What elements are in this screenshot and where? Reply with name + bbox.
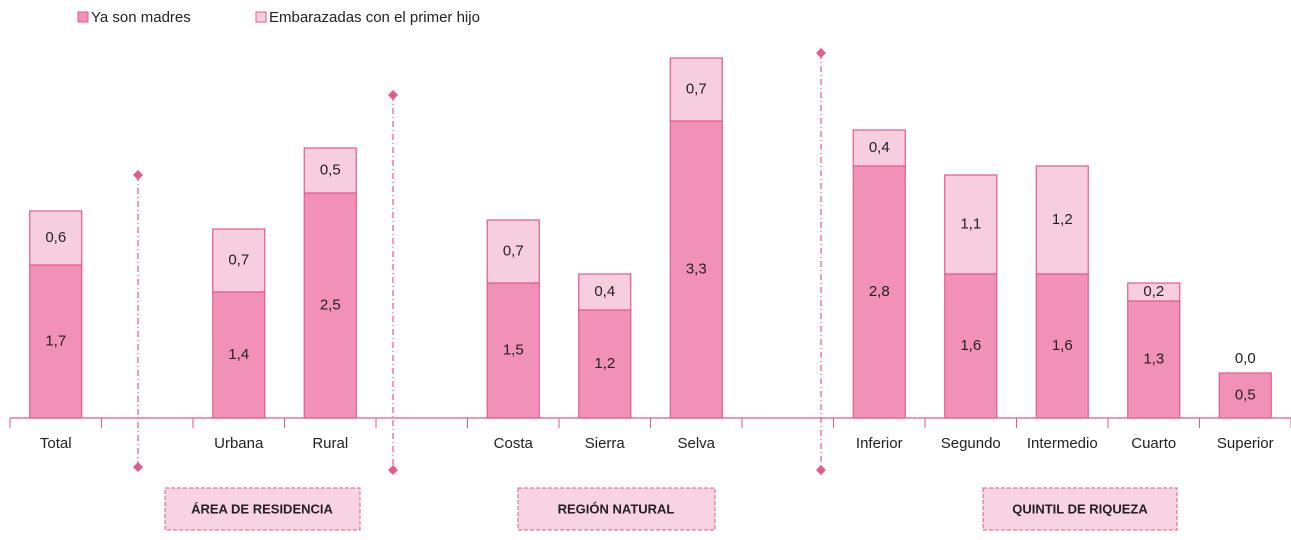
- x-tick-label: Inferior: [856, 435, 903, 452]
- bar-segment: [944, 273, 998, 419]
- bar-segment: [578, 273, 632, 311]
- bar-segment: [578, 309, 632, 419]
- bar-segment: [486, 282, 540, 419]
- value-label: 1,1: [960, 215, 981, 232]
- value-label: 1,5: [503, 341, 524, 358]
- group-box: [982, 487, 1178, 531]
- x-tick-label: Rural: [312, 435, 348, 452]
- x-tick-label: Urbana: [214, 435, 264, 452]
- value-label: 0,6: [45, 229, 66, 246]
- value-label: 0,5: [320, 161, 341, 178]
- group-box: [164, 487, 361, 531]
- x-tick-label: Costa: [494, 435, 534, 452]
- value-label: 2,8: [869, 283, 890, 300]
- value-label: 0,7: [503, 242, 524, 259]
- bar-segment: [1127, 282, 1181, 302]
- bar-segment: [1035, 165, 1089, 275]
- x-tick-label: Segundo: [941, 435, 1001, 452]
- bar-segment: [669, 120, 723, 419]
- bar-segment: [852, 165, 906, 419]
- bar-segment: [1218, 372, 1272, 419]
- value-label: 1,2: [594, 355, 615, 372]
- bar-segment: [852, 129, 906, 167]
- bar-segment: [212, 228, 266, 293]
- x-tick-label: Sierra: [585, 435, 626, 452]
- legend-label: Embarazadas con el primer hijo: [269, 9, 480, 26]
- group-box: [517, 487, 716, 531]
- group-label: QUINTIL DE RIQUEZA: [1012, 501, 1148, 516]
- bar-segment: [29, 264, 83, 419]
- bar-segment: [486, 219, 540, 284]
- value-label: 0,0: [1235, 350, 1256, 367]
- legend-swatch: [77, 11, 89, 23]
- x-tick-label: Total: [40, 435, 72, 452]
- bar-segment: [944, 174, 998, 275]
- x-tick-label: Intermedio: [1027, 435, 1098, 452]
- value-label: 1,4: [228, 346, 249, 363]
- bar-segment: [29, 210, 83, 266]
- value-label: 1,3: [1143, 350, 1164, 367]
- legend-label: Ya son madres: [91, 9, 191, 26]
- value-label: 0,7: [686, 80, 707, 97]
- value-label: 1,2: [1052, 211, 1073, 228]
- value-label: 3,3: [686, 260, 707, 277]
- group-label: ÁREA DE RESIDENCIA: [191, 501, 333, 516]
- x-tick-label: Cuarto: [1131, 435, 1176, 452]
- value-label: 2,5: [320, 296, 341, 313]
- legend-swatch: [255, 11, 267, 23]
- value-label: 1,6: [960, 337, 981, 354]
- bar-segment: [303, 147, 357, 194]
- value-label: 0,2: [1143, 283, 1164, 300]
- value-label: 0,4: [594, 283, 615, 300]
- group-boxes: [164, 487, 1178, 531]
- value-label: 0,4: [869, 139, 890, 156]
- bar-segment: [303, 192, 357, 419]
- bar-segment: [212, 291, 266, 419]
- value-label: 1,7: [45, 332, 66, 349]
- bar-segment: [1127, 300, 1181, 419]
- x-tick-label: Selva: [677, 435, 715, 452]
- value-label: 0,5: [1235, 386, 1256, 403]
- x-tick-label: Superior: [1217, 435, 1274, 452]
- value-label: 1,6: [1052, 337, 1073, 354]
- value-label: 0,7: [228, 251, 249, 268]
- group-label: REGIÓN NATURAL: [558, 501, 675, 516]
- bar-segment: [669, 57, 723, 122]
